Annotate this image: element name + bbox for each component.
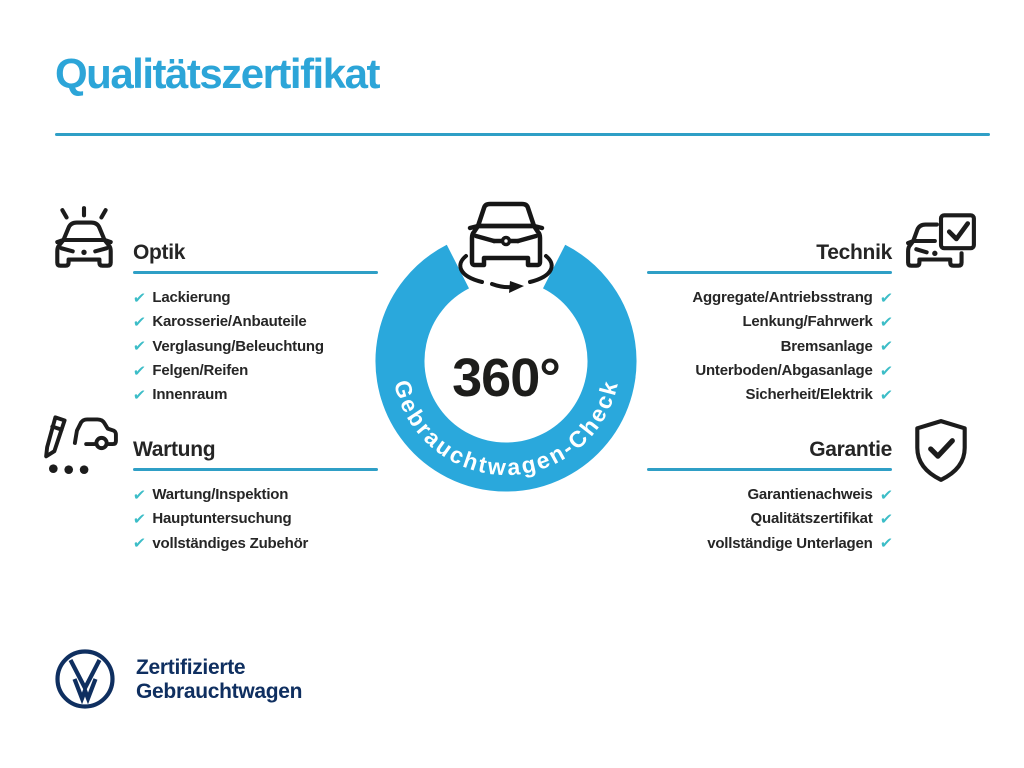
checklist-optik: ✔ Lackierung ✔ Karosserie/Anbauteile ✔ Verg… [132, 286, 378, 407]
section-wartung: Wartung ✔ Wartung/Inspektion ✔ Hauptunters… [132, 438, 378, 556]
list-item: ✔ Innenraum [132, 383, 378, 407]
section-rule [647, 271, 892, 274]
check-icon: ✔ [878, 288, 893, 307]
car-checklist-icon [904, 210, 978, 272]
shiny-car-icon [46, 205, 122, 275]
list-item-label: Aggregate/Antriebsstrang [692, 289, 873, 306]
check-icon: ✔ [132, 485, 147, 504]
check-icon: ✔ [878, 485, 893, 504]
shield-check-icon [907, 416, 975, 486]
check-icon: ✔ [878, 312, 893, 331]
footer-line2: Gebrauchtwagen [136, 680, 303, 703]
list-item-label: vollständige Unterlagen [707, 534, 873, 552]
list-item-label: Karosserie/Anbauteile [152, 313, 307, 331]
list-item: Bremsanlage ✔ [647, 335, 893, 359]
list-item-label: Bremsanlage [780, 337, 873, 355]
list-item-label: Garantienachweis [747, 486, 873, 503]
list-item-label: vollständiges Zubehör [152, 534, 309, 552]
title-divider [55, 133, 990, 136]
list-item: Sicherheit/Elektrik ✔ [647, 383, 893, 407]
check-icon: ✔ [878, 385, 893, 404]
list-item-label: Unterboden/Abgasanlage [695, 361, 873, 379]
footer-line1: Zertifizierte [136, 656, 246, 679]
list-item-label: Innenraum [152, 386, 228, 404]
list-item: ✔ Lackierung [132, 286, 378, 310]
list-item: Qualitätszertifikat ✔ [647, 507, 893, 531]
check-icon: ✔ [878, 509, 893, 528]
check-icon: ✔ [132, 361, 147, 380]
list-item: Unterboden/Abgasanlage ✔ [647, 359, 893, 383]
list-item-label: Felgen/Reifen [152, 361, 249, 379]
list-item: ✔ Karosserie/Anbauteile [132, 310, 378, 334]
list-item-label: Verglasung/Beleuchtung [152, 337, 324, 355]
list-item: vollständige Unterlagen ✔ [647, 532, 893, 556]
badge-value: 360° [452, 348, 561, 408]
section-garantie: Garantie Garantienachweis ✔ Qualitätszert… [647, 438, 893, 556]
list-item-label: Hauptuntersuchung [152, 510, 292, 528]
vw-logo [54, 648, 116, 710]
rotating-car-icon [448, 196, 564, 298]
list-item-label: Wartung/Inspektion [152, 486, 289, 503]
section-rule [647, 468, 892, 471]
list-item-label: Qualitätszertifikat [750, 510, 873, 528]
service-note-car-icon [41, 409, 119, 477]
section-title-optik: Optik [133, 241, 186, 264]
checklist-wartung: ✔ Wartung/Inspektion ✔ Hauptuntersuchung ✔… [132, 483, 378, 556]
check-icon: ✔ [878, 361, 893, 380]
check-icon: ✔ [132, 312, 147, 331]
list-item-label: Sicherheit/Elektrik [745, 386, 873, 404]
list-item: ✔ Wartung/Inspektion [132, 483, 378, 507]
section-rule [133, 271, 378, 274]
check-icon: ✔ [132, 534, 147, 553]
check-icon: ✔ [132, 288, 147, 307]
list-item: ✔ vollständiges Zubehör [132, 532, 378, 556]
check-icon: ✔ [132, 337, 147, 356]
list-item: Aggregate/Antriebsstrang ✔ [647, 286, 893, 310]
section-title-technik: Technik [816, 241, 892, 264]
list-item-label: Lenkung/Fahrwerk [742, 313, 873, 331]
check-icon: ✔ [132, 385, 147, 404]
checklist-technik: Aggregate/Antriebsstrang ✔ Lenkung/Fahrwe… [647, 286, 893, 407]
check-icon: ✔ [132, 509, 147, 528]
section-title-wartung: Wartung [133, 438, 216, 461]
list-item-label: Lackierung [152, 289, 231, 306]
check-icon: ✔ [878, 534, 893, 553]
check-icon: ✔ [878, 337, 893, 356]
checklist-garantie: Garantienachweis ✔ Qualitätszertifikat ✔ v… [647, 483, 893, 556]
section-rule [133, 468, 378, 471]
list-item: Lenkung/Fahrwerk ✔ [647, 310, 893, 334]
footer-brand-text: Zertifizierte Gebrauchtwagen [136, 656, 302, 704]
page-title: Qualitätszertifikat [55, 50, 380, 97]
list-item: Garantienachweis ✔ [647, 483, 893, 507]
list-item: ✔ Hauptuntersuchung [132, 507, 378, 531]
list-item: ✔ Verglasung/Beleuchtung [132, 335, 378, 359]
section-optik: Optik ✔ Lackierung ✔ Karosserie/Anbauteile… [132, 241, 378, 407]
badge-ring: Gebrauchtwagen-Check [346, 201, 666, 526]
list-item: ✔ Felgen/Reifen [132, 359, 378, 383]
section-technik: Technik Aggregate/Antriebsstrang ✔ Lenkun… [647, 241, 893, 407]
section-title-garantie: Garantie [809, 438, 892, 461]
